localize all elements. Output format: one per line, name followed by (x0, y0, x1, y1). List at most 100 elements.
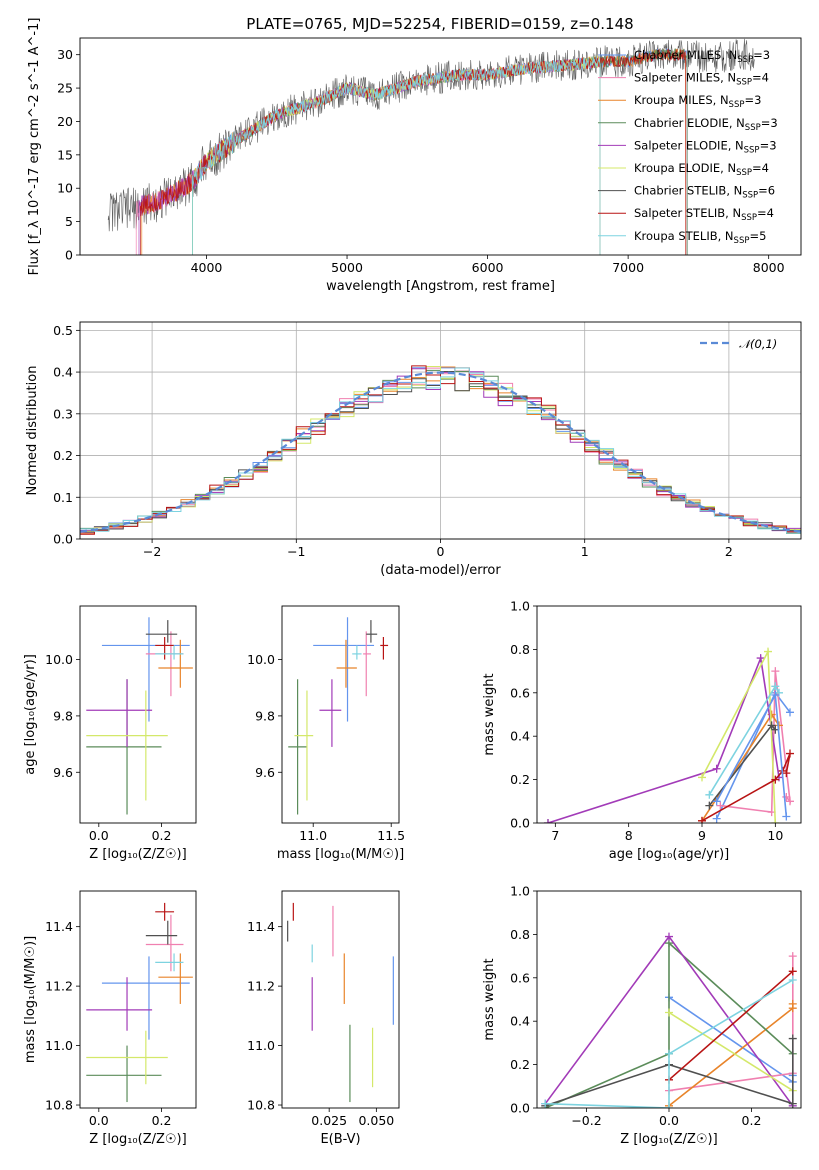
y-axis-label: mass [log₁₀(M/M☉)] (23, 936, 38, 1063)
x-axis-label: mass [log₁₀(M/M☉)] (277, 847, 404, 862)
x-axis-label: age [log₁₀(age/yr)] (609, 847, 730, 862)
weight-series-line (668, 1011, 794, 1092)
y-tick-label: 1.0 (510, 599, 530, 614)
weight-marker (771, 667, 780, 676)
age-vs-metallicity-panel: 0.0 0.2 9.6 9.8 10.0 Z [log₁₀(Z/Z☉)] age [log₁… (23, 605, 197, 862)
y-axis-label: age [log₁₀(age/yr)] (23, 654, 38, 775)
y-tick-label: 10.0 (247, 652, 275, 667)
y-tick-label: 30 (57, 47, 73, 62)
y-tick-label: 0.6 (510, 970, 530, 985)
weight-marker (712, 814, 721, 823)
weight-marker (705, 801, 714, 810)
x-tick-label: 2 (725, 544, 733, 559)
plot-area (541, 932, 797, 1108)
x-tick-label: −1 (287, 544, 305, 559)
weight-marker (788, 975, 797, 984)
x-tick-label: 0.025 (311, 1113, 347, 1128)
x-axis-label: (data-model)/error (380, 563, 501, 578)
weight-marker (788, 999, 797, 1008)
weight-marker (541, 1099, 550, 1108)
mass-vs-metallicity-panel: 0.0 0.2 10.8 11.0 11.2 11.4 Z [log₁₀(Z/Z☉)] mas… (23, 890, 197, 1147)
weight-marker (716, 801, 725, 810)
y-tick-label: 0.4 (510, 729, 530, 744)
weight-marker (786, 708, 794, 717)
y-tick-label: 5 (65, 214, 73, 229)
y-tick-label: 11.4 (45, 919, 73, 934)
x-tick-label: 8000 (753, 260, 785, 275)
weight-marker (544, 819, 552, 823)
plot-area (80, 365, 801, 537)
weight-marker (712, 797, 721, 806)
residual-histogram-panel: −2 −1 0 1 2 0.0 0.1 0.2 0.3 0.4 0.5 (data-model)/er… (25, 321, 802, 578)
plot-area (287, 902, 394, 1103)
weight-series-line (708, 684, 780, 796)
weight-series-line (547, 655, 780, 823)
weight-marker (767, 721, 776, 730)
x-axis-label: Z [log₁₀(Z/Z☉)] (89, 1132, 186, 1147)
y-tick-label: 0.2 (510, 772, 530, 787)
y-tick-label: 10.0 (45, 652, 73, 667)
weight-series-line (715, 691, 791, 820)
plot-area (86, 617, 193, 815)
weight-marker (665, 1008, 673, 1017)
weight-marker (782, 812, 791, 821)
spectrum-model-line (192, 57, 601, 255)
y-tick-label: 11.2 (247, 979, 275, 994)
x-tick-label: 0.2 (152, 1113, 172, 1128)
weight-marker (771, 690, 780, 699)
weight-series-line (545, 979, 794, 1108)
weight-marker (771, 682, 780, 691)
y-tick-label: 9.6 (255, 765, 275, 780)
y-tick-label: 9.8 (255, 708, 275, 723)
y-tick-label: 0.3 (53, 406, 73, 421)
y-axis-label: mass weight (482, 673, 497, 755)
weight-marker (665, 1049, 673, 1058)
y-tick-label: 0.2 (53, 448, 73, 463)
weight-marker (788, 1099, 797, 1108)
axes-frame (79, 37, 802, 256)
weight-marker (705, 790, 714, 799)
weight-vs-age-panel: 7 8 9 10 0.0 0.2 0.4 0.6 0.8 1.0 age [log₁₀(age/yr… (482, 599, 802, 862)
x-tick-label: 0.2 (152, 828, 172, 843)
y-tick-label: 0.2 (510, 1057, 530, 1072)
x-tick-label: 11.0 (299, 828, 327, 843)
legend-entry: Chabrier STELIB, NSSP=6 (634, 184, 775, 201)
y-tick-label: 0.0 (510, 1101, 530, 1116)
weight-marker (665, 1104, 673, 1108)
weight-vs-metallicity-panel: −0.2 0.0 0.2 0.0 0.2 0.4 0.6 0.8 1.0 Z [log₁₀(Z/Z… (482, 884, 802, 1147)
axes-frame (281, 605, 400, 824)
legend-entry: Chabrier MILES, NSSP=3 (634, 48, 770, 65)
y-tick-label: 0.4 (53, 365, 73, 380)
x-axis-label: Z [log₁₀(Z/Z☉)] (89, 847, 186, 862)
mass-vs-ebv-panel: 0.025 0.050 10.8 11.0 11.2 11.4 E(B-V) (247, 890, 400, 1147)
weight-marker (788, 952, 797, 961)
weight-marker (782, 769, 791, 778)
weight-marker (788, 1034, 797, 1043)
y-axis-label: Flux [f_λ 10^-17 erg cm^-2 s^-1 A^-1] (27, 18, 42, 276)
y-axis-label: mass weight (482, 958, 497, 1040)
y-axis-label: Normed distribution (25, 366, 40, 496)
y-tick-label: 25 (57, 81, 73, 96)
weight-marker (698, 816, 706, 823)
x-tick-label: 10 (767, 828, 783, 843)
legend-entry: Salpeter ELODIE, NSSP=3 (634, 138, 777, 155)
x-tick-label: 1 (581, 544, 589, 559)
x-axis-label: wavelength [Angstrom, rest frame] (326, 279, 555, 294)
weight-series-line (545, 1038, 794, 1107)
y-tick-label: 0.6 (510, 685, 530, 700)
plot-area (288, 617, 389, 815)
figure-title: PLATE=0765, MJD=52254, FIBERID=0159, z=0… (246, 15, 633, 33)
y-tick-label: 0.0 (53, 532, 73, 547)
weight-marker (764, 647, 772, 656)
plot-area (107, 38, 755, 255)
legend-entry: Salpeter MILES, NSSP=4 (634, 71, 769, 88)
x-tick-label: 0.0 (89, 1113, 109, 1128)
x-tick-label: −0.2 (571, 1113, 601, 1128)
weight-series-line (544, 941, 794, 1108)
y-tick-label: 0.8 (510, 642, 530, 657)
x-tick-label: 4000 (191, 260, 223, 275)
histogram-series (80, 367, 801, 537)
y-tick-label: 9.8 (53, 708, 73, 723)
plot-area (86, 902, 193, 1103)
